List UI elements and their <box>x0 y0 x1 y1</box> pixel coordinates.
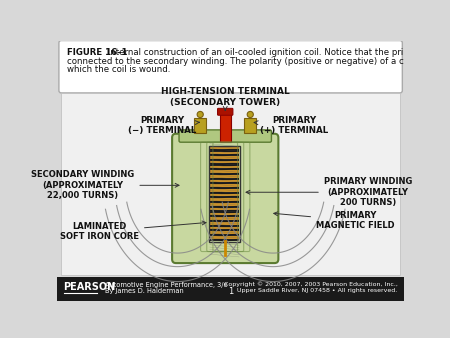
Bar <box>58 277 404 301</box>
Text: connected to the secondary winding. The polarity (positive or negative) of a coi: connected to the secondary winding. The … <box>67 57 450 66</box>
Bar <box>210 161 239 164</box>
Bar <box>61 93 400 275</box>
Bar <box>209 146 240 242</box>
Bar <box>210 217 239 220</box>
Bar <box>210 159 239 161</box>
Circle shape <box>197 112 203 118</box>
Text: PEARSON: PEARSON <box>63 282 116 292</box>
Bar <box>210 220 239 222</box>
Bar <box>210 168 239 170</box>
Bar <box>210 192 239 194</box>
Bar <box>210 182 239 185</box>
Bar <box>244 118 256 133</box>
Bar <box>210 149 239 151</box>
Text: 1: 1 <box>228 287 233 296</box>
Bar <box>210 189 239 192</box>
Bar <box>210 175 239 177</box>
Bar <box>210 229 239 232</box>
Text: By James D. Halderman: By James D. Halderman <box>105 289 184 294</box>
Text: PRIMARY
(+) TERMINAL: PRIMARY (+) TERMINAL <box>254 116 328 135</box>
Bar <box>210 185 239 187</box>
Circle shape <box>247 112 253 118</box>
Bar <box>210 222 239 224</box>
Bar <box>210 166 239 168</box>
Bar <box>210 236 239 239</box>
Bar <box>210 164 239 166</box>
Text: FIGURE 16–1: FIGURE 16–1 <box>67 48 127 57</box>
Text: PRIMARY
MAGNETIC FIELD: PRIMARY MAGNETIC FIELD <box>274 211 395 231</box>
Bar <box>210 239 239 241</box>
FancyBboxPatch shape <box>172 134 279 263</box>
Bar <box>210 154 239 156</box>
Bar <box>210 208 239 211</box>
Bar <box>210 170 239 173</box>
Text: HIGH-TENSION TERMINAL
(SECONDARY TOWER): HIGH-TENSION TERMINAL (SECONDARY TOWER) <box>161 88 290 110</box>
Bar <box>210 234 239 236</box>
Text: Copyright © 2010, 2007, 2003 Pearson Education, Inc.,
Upper Saddle River, NJ 074: Copyright © 2010, 2007, 2003 Pearson Edu… <box>224 282 398 293</box>
Text: Automotive Engine Performance, 3/e: Automotive Engine Performance, 3/e <box>105 282 228 288</box>
Bar <box>210 198 239 201</box>
Bar <box>210 213 239 215</box>
FancyBboxPatch shape <box>179 130 271 142</box>
Bar <box>210 194 239 196</box>
FancyBboxPatch shape <box>59 41 402 93</box>
Bar <box>210 224 239 227</box>
Bar <box>210 187 239 189</box>
Bar <box>210 203 239 206</box>
Text: PRIMARY
(−) TERMINAL: PRIMARY (−) TERMINAL <box>128 116 199 135</box>
Text: which the coil is wound.: which the coil is wound. <box>67 65 170 74</box>
Text: LAMINATED
SOFT IRON CORE: LAMINATED SOFT IRON CORE <box>60 221 206 241</box>
Text: SECONDARY WINDING
(APPROXIMATELY
22,000 TURNS): SECONDARY WINDING (APPROXIMATELY 22,000 … <box>31 170 179 200</box>
FancyBboxPatch shape <box>217 108 233 115</box>
Bar <box>210 196 239 198</box>
Bar <box>194 118 206 133</box>
Bar <box>210 151 239 154</box>
Bar <box>210 211 239 213</box>
Bar <box>210 180 239 182</box>
Bar <box>210 177 239 180</box>
Bar <box>210 215 239 217</box>
Bar <box>210 232 239 234</box>
Text: Internal construction of an oil-cooled ignition coil. Notice that the primary wi: Internal construction of an oil-cooled i… <box>105 48 450 57</box>
Bar <box>210 173 239 175</box>
Text: PRIMARY WINDING
(APPROXIMATELY
200 TURNS): PRIMARY WINDING (APPROXIMATELY 200 TURNS… <box>246 177 412 207</box>
Bar <box>210 206 239 208</box>
Bar <box>210 227 239 229</box>
Bar <box>210 147 239 149</box>
Bar <box>210 156 239 159</box>
Bar <box>220 113 230 142</box>
Bar <box>210 201 239 203</box>
